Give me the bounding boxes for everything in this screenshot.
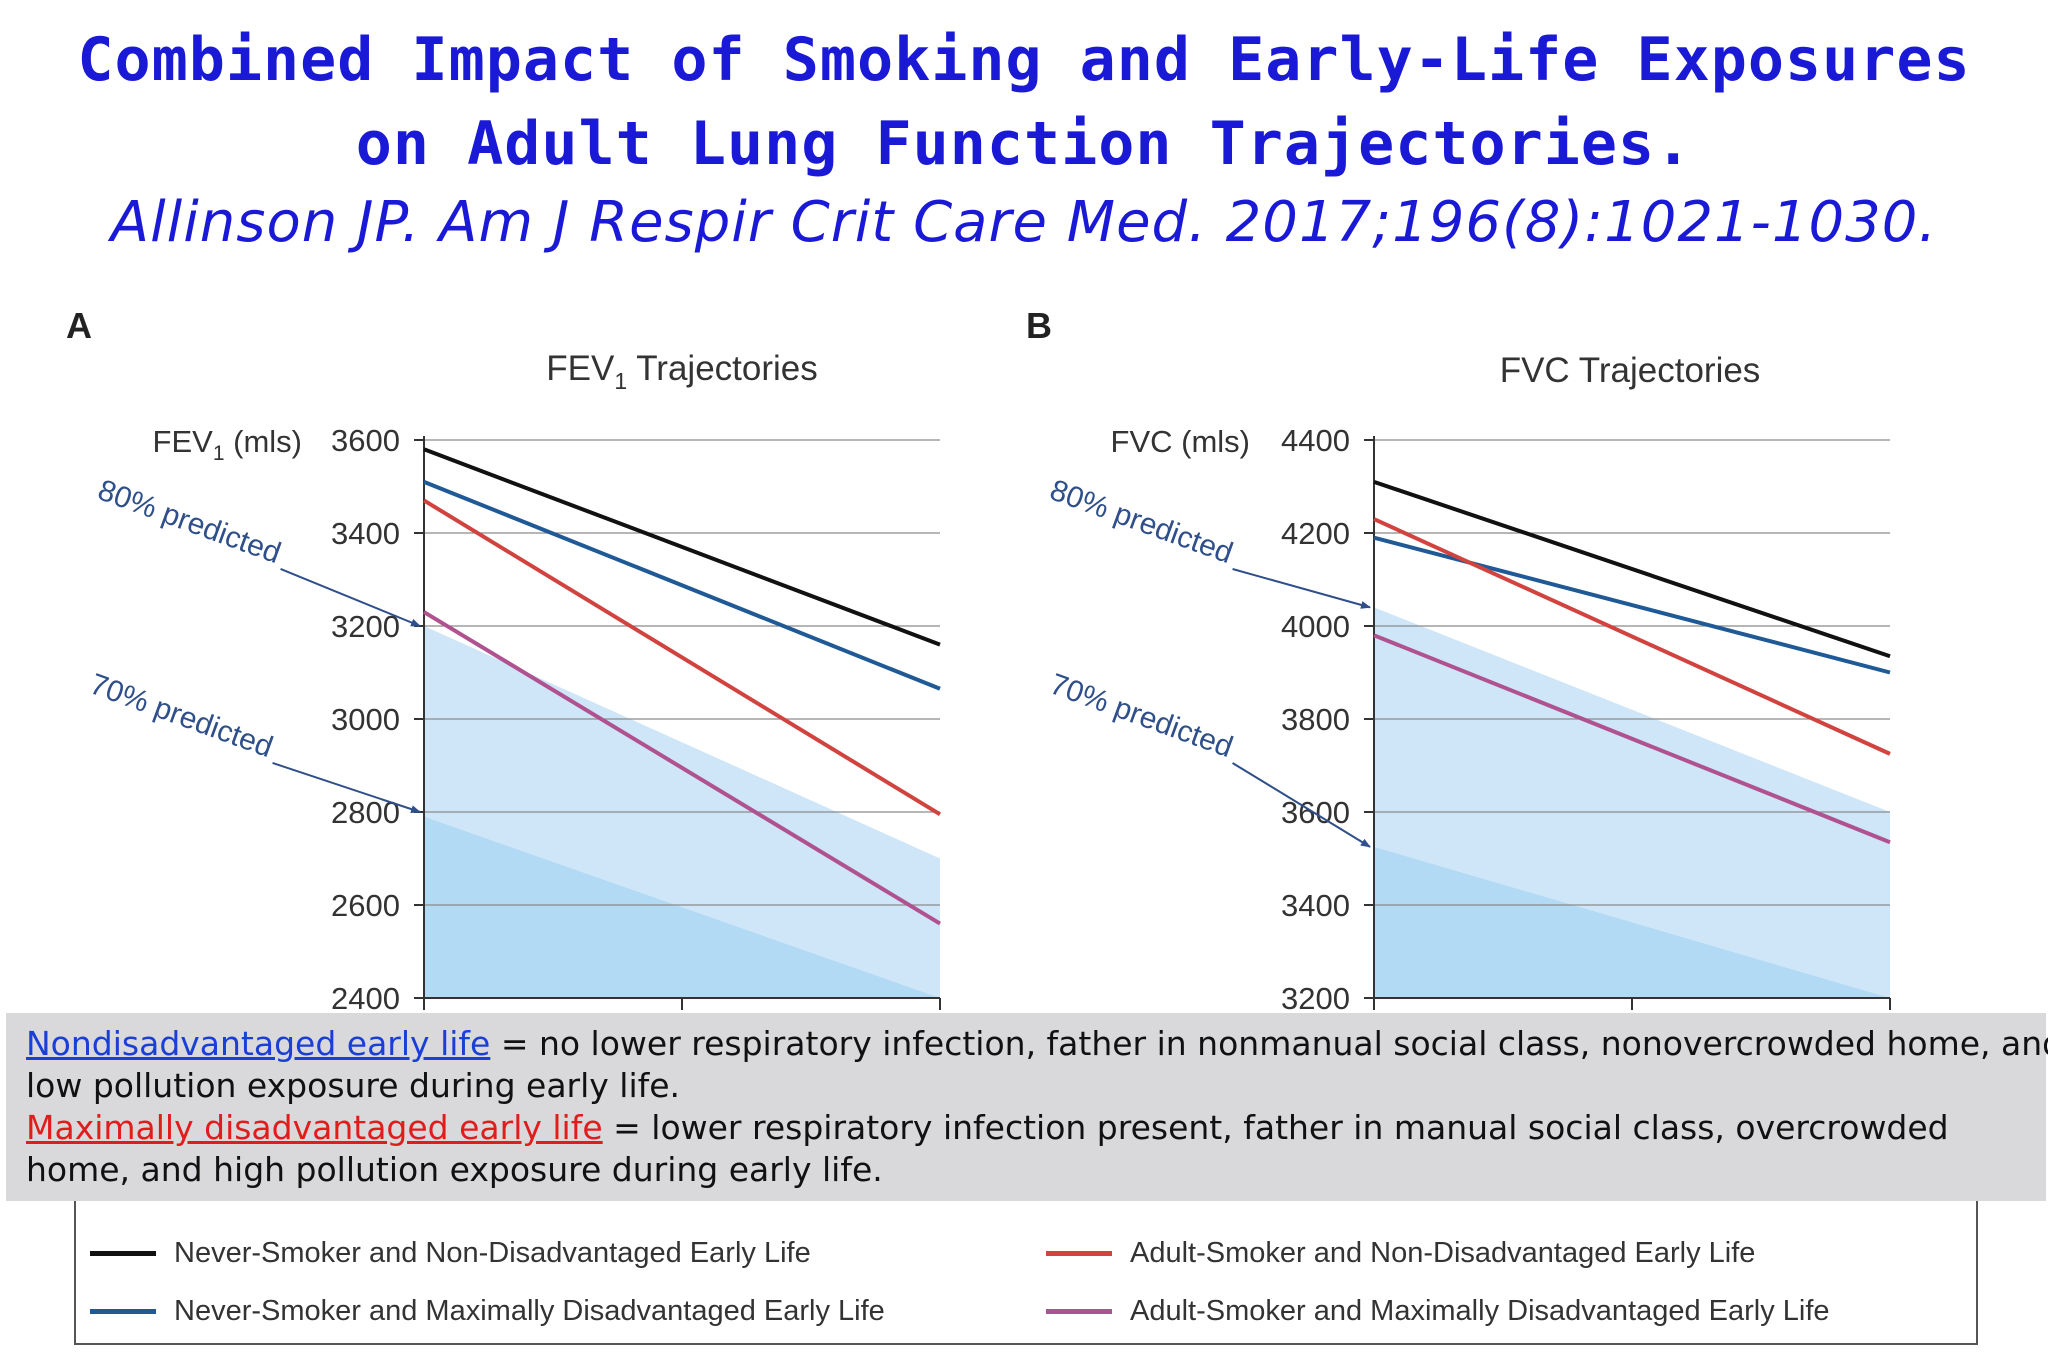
footnote-line-1: Nondisadvantaged early life = no lower r…: [26, 1023, 2048, 1065]
annotation-arrow: [1232, 568, 1371, 609]
legend-label: Adult-Smoker and Maximally Disadvantaged…: [1130, 1294, 1830, 1327]
y-tick-label: 2800: [331, 795, 400, 830]
y-tick-label: 4400: [1281, 423, 1350, 458]
panel-label: A: [66, 305, 92, 346]
legend-item-never-smoker-maximally-disadvantaged: Never-Smoker and Maximally Disadvantaged…: [90, 1289, 885, 1333]
page-title: Combined Impact of Smoking and Early-Lif…: [0, 18, 2048, 186]
y-axis-label: FEV1 (mls): [153, 424, 302, 465]
series-line-never_non: [423, 447, 941, 647]
footnote-term-nondisadvantaged: Nondisadvantaged early life: [26, 1024, 491, 1063]
y-tick-label: 2400: [331, 981, 400, 1016]
legend-swatch: [1046, 1250, 1112, 1256]
y-axis-label-text: FVC (mls): [1111, 424, 1250, 459]
footnote-line-3: Maximally disadvantaged early life = low…: [26, 1107, 2026, 1149]
y-tick-label: 3400: [1281, 888, 1350, 923]
series-line-never_max: [423, 479, 941, 691]
legend-swatch: [90, 1250, 156, 1256]
legend: Never-Smoker and Non-Disadvantaged Early…: [74, 1201, 1978, 1345]
y-axis-label-subscript: 1: [213, 442, 225, 465]
footnote-term-maximally-disadvantaged: Maximally disadvantaged early life: [26, 1108, 603, 1147]
series-line-adult_non: [1373, 517, 1891, 756]
y-tick-label: 3400: [331, 516, 400, 551]
series-line-adult_non: [422, 498, 942, 817]
panel-label: B: [1026, 305, 1052, 346]
y-axis-label-suffix: (mls): [225, 424, 302, 459]
series-line-adult_max: [1373, 633, 1891, 845]
y-tick-label: 3000: [331, 702, 400, 737]
annotation-label: 70% predicted: [1046, 668, 1238, 765]
legend-item-adult-smoker-non-disadvantaged: Adult-Smoker and Non-Disadvantaged Early…: [1046, 1231, 1755, 1275]
annotation-arrow: [1232, 762, 1371, 848]
y-axis-label-text: FEV: [153, 424, 214, 459]
reference-band-band_dark: [1374, 846, 1890, 998]
legend-swatch: [1046, 1308, 1112, 1314]
y-tick-label: 3800: [1281, 702, 1350, 737]
legend-item-adult-smoker-maximally-disadvantaged: Adult-Smoker and Maximally Disadvantaged…: [1046, 1289, 1830, 1333]
chart-title-text: FVC Trajectories: [1500, 351, 1761, 390]
y-tick-label: 2600: [331, 888, 400, 923]
footnote-line-2: low pollution exposure during early life…: [26, 1066, 681, 1105]
y-tick-label: 3600: [331, 423, 400, 458]
annotation-label: 80% predicted: [1046, 474, 1238, 571]
legend-label: Adult-Smoker and Non-Disadvantaged Early…: [1130, 1236, 1756, 1269]
chart-title: FEV1 Trajectories: [546, 349, 818, 394]
annotation-label: 70% predicted: [86, 668, 278, 765]
annotation-arrow: [280, 568, 421, 627]
legend-swatch: [90, 1308, 156, 1314]
chart-panel-fvc: 4400420040003800360034003200BFVC Traject…: [1026, 305, 1891, 1016]
title-line-1: Combined Impact of Smoking and Early-Lif…: [77, 25, 1971, 95]
y-axis-label: FVC (mls): [1111, 424, 1250, 459]
footnote-line-4: home, and high pollution exposure during…: [26, 1150, 883, 1189]
title-line-2: on Adult Lung Function Trajectories.: [355, 109, 1693, 179]
y-tick-label: 3200: [331, 609, 400, 644]
series-line-never_non: [1373, 479, 1891, 659]
y-tick-label: 4200: [1281, 516, 1350, 551]
legend-item-never-smoker-non-disadvantaged: Never-Smoker and Non-Disadvantaged Early…: [90, 1231, 811, 1275]
chart-title-subscript: 1: [614, 368, 627, 394]
citation: Allinson JP. Am J Respir Crit Care Med. …: [110, 190, 1938, 255]
chart-title-suffix: Trajectories: [627, 349, 818, 388]
footnote-definition-2: = lower respiratory infection present, f…: [602, 1108, 1949, 1147]
legend-label: Never-Smoker and Non-Disadvantaged Early…: [174, 1236, 811, 1269]
footnote-box: Nondisadvantaged early life = no lower r…: [6, 1013, 2048, 1201]
reference-band-band_dark: [424, 816, 940, 998]
y-tick-label: 4000: [1281, 609, 1350, 644]
series-line-adult_max: [422, 610, 942, 926]
y-tick-label: 3200: [1281, 981, 1350, 1016]
annotation-arrow: [272, 762, 421, 813]
legend-label: Never-Smoker and Maximally Disadvantaged…: [174, 1294, 885, 1327]
chart-title-text: FEV: [546, 349, 615, 388]
chart-title: FVC Trajectories: [1500, 351, 1761, 390]
footnote-definition-1: = no lower respiratory infection, father…: [490, 1024, 2048, 1063]
annotation-label: 80% predicted: [94, 474, 286, 571]
